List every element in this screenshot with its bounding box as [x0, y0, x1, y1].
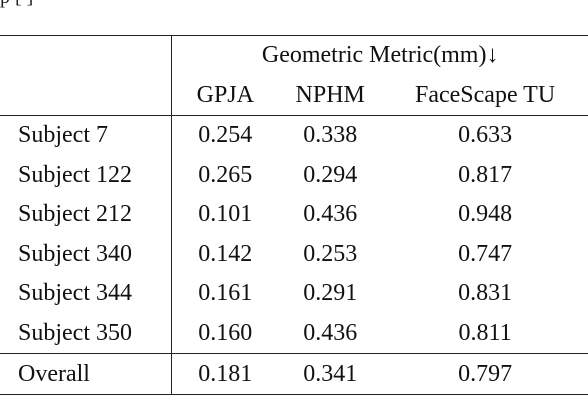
cell-nphm: 0.291: [303, 280, 358, 307]
overall-row: Overall 0.181 0.341 0.797: [0, 353, 588, 395]
cell-facescape-overall: 0.797: [382, 353, 588, 395]
row-label: Subject 344: [0, 274, 173, 314]
row-label-overall: Overall: [0, 353, 173, 395]
cell-facescape: 0.747: [458, 240, 513, 267]
header-row-group: Geometric Metric(mm)↓: [0, 35, 588, 75]
cell-nphm: 0.294: [303, 161, 358, 188]
cell-gpja: 0.265: [198, 161, 253, 188]
corner-cell-lower: [0, 75, 173, 116]
row-label: Subject 7: [0, 115, 173, 156]
cell-nphm-overall: 0.341: [278, 353, 383, 395]
cell-facescape: 0.948: [458, 201, 513, 228]
cell-gpja: 0.254: [198, 122, 253, 149]
cell-nphm: 0.253: [303, 240, 358, 267]
column-header-facescape: FaceScape TU: [382, 75, 588, 116]
column-header-gpja: GPJA: [171, 75, 279, 116]
cell-gpja: 0.160: [171, 313, 279, 354]
cell-gpja-overall: 0.181: [171, 353, 279, 395]
cell-nphm: 0.436: [303, 201, 358, 228]
row-label: Subject 122: [0, 155, 173, 195]
table-row: Subject 7 0.254 0.338 0.633: [0, 115, 588, 156]
table-row: Subject 344 0.161 0.291 0.831: [0, 274, 588, 314]
table-row: Subject 340 0.142 0.253 0.747: [0, 234, 588, 274]
caption-fragment: p [ ]: [0, 0, 588, 8]
cell-facescape: 0.831: [458, 280, 513, 307]
cell-gpja: 0.142: [198, 240, 253, 267]
row-label: Subject 212: [0, 195, 173, 235]
cell-facescape: 0.817: [458, 161, 513, 188]
corner-cell: [0, 35, 173, 75]
table-row: Subject 122 0.265 0.294 0.817: [0, 155, 588, 195]
cell-facescape: 0.633: [458, 122, 513, 149]
column-header-nphm: NPHM: [278, 75, 383, 116]
results-table: Geometric Metric(mm)↓ GPJA NPHM FaceScap…: [0, 35, 588, 395]
cell-gpja: 0.101: [198, 201, 253, 228]
group-header: Geometric Metric(mm)↓: [171, 35, 588, 75]
table-row: Subject 212 0.101 0.436 0.948: [0, 195, 588, 235]
row-label: Subject 350: [0, 313, 173, 354]
header-row-methods: GPJA NPHM FaceScape TU: [0, 75, 588, 116]
cell-facescape: 0.811: [382, 313, 588, 354]
table-row: Subject 350 0.160 0.436 0.811: [0, 313, 588, 354]
row-label: Subject 340: [0, 234, 173, 274]
cell-gpja: 0.161: [198, 280, 253, 307]
cell-nphm: 0.436: [278, 313, 383, 354]
cell-nphm: 0.338: [303, 122, 358, 149]
